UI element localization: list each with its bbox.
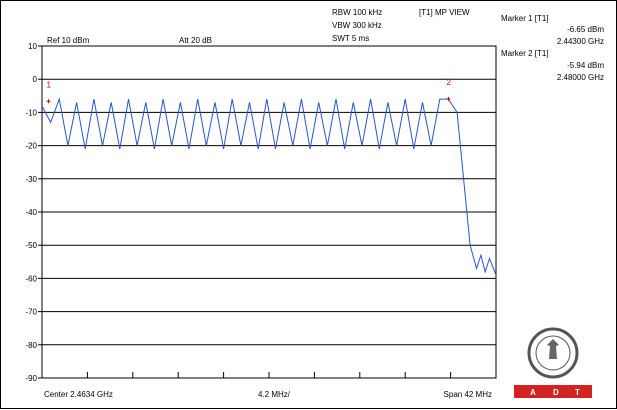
y-tick-label: -20	[25, 142, 37, 151]
marker-2-title: Marker 2 [T1]	[501, 49, 549, 58]
span-label: Span 42 MHz	[444, 390, 492, 399]
y-tick-label: -80	[25, 341, 37, 350]
swt-label: SWT 5 ms	[332, 34, 369, 43]
attenuation-label: Att 20 dB	[179, 36, 212, 45]
adt-strip	[514, 385, 592, 398]
marker-2-label: 2	[446, 78, 451, 87]
x-tick-marks	[86, 372, 452, 378]
rbw-label: RBW 100 kHz	[332, 8, 382, 17]
adt-letter-t: T	[575, 388, 580, 397]
ref-level-label: Ref 10 dBm	[47, 36, 90, 45]
marker-1-label: 1	[46, 80, 51, 89]
marker-1-symbol	[46, 99, 51, 104]
adt-letter-d: D	[553, 388, 559, 397]
y-tick-label: -60	[25, 274, 37, 283]
y-tick-label: -30	[25, 175, 37, 184]
y-tick-label: -40	[25, 208, 37, 217]
y-tick-label: 0	[33, 75, 38, 84]
y-tick-label: -10	[25, 108, 37, 117]
y-tick-label: 10	[28, 42, 37, 51]
y-tick-label: -90	[25, 374, 37, 383]
marker-1-freq: 2.44300 GHz	[557, 37, 604, 46]
marker-1-title: Marker 1 [T1]	[501, 14, 549, 23]
logo-figure	[547, 339, 559, 359]
trace-mode-label: [T1] MP VIEW	[419, 8, 470, 17]
marker-readout-1: Marker 1 [T1] -6.65 dBm 2.44300 GHz	[501, 14, 604, 46]
trace-t1	[41, 97, 497, 276]
y-tick-labels: 10 0 -10 -20 -30 -40 -50 -60 -70 -80 -90	[25, 42, 42, 383]
plot-grid	[41, 45, 497, 379]
bureau-veritas-logo: A D T	[514, 327, 592, 398]
marker-readout-2: Marker 2 [T1] -5.94 dBm 2.48000 GHz	[501, 49, 604, 82]
y-tick-label: -50	[25, 241, 37, 250]
center-frequency-label: Center 2.4634 GHz	[44, 390, 113, 399]
marker-2-freq: 2.48000 GHz	[557, 73, 604, 82]
adt-letter-a: A	[530, 388, 536, 397]
marker-2-symbol	[446, 96, 451, 101]
y-tick-label: -70	[25, 308, 37, 317]
marker-1-level: -6.65 dBm	[567, 25, 604, 34]
marker-2-level: -5.94 dBm	[567, 61, 604, 70]
span-per-division-label: 4.2 MHz/	[258, 390, 291, 399]
vbw-label: VBW 300 kHz	[332, 21, 382, 30]
